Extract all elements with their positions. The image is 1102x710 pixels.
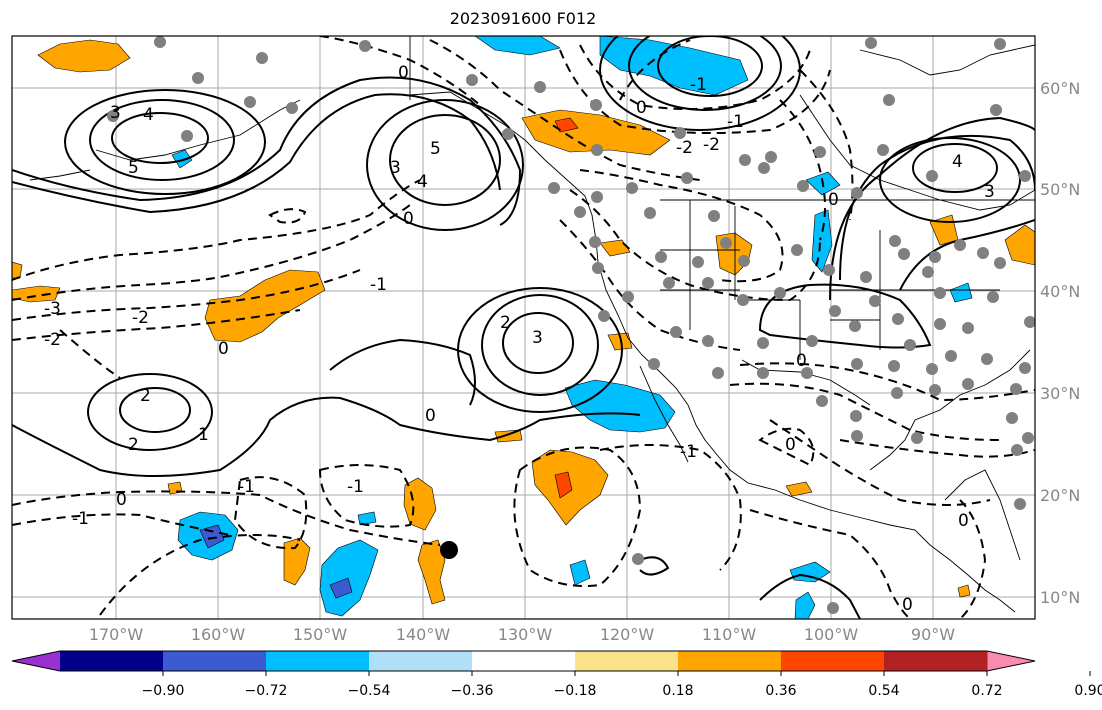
- svg-text:10°N: 10°N: [1040, 588, 1080, 607]
- svg-text:-1: -1: [347, 477, 364, 497]
- svg-text:-3: -3: [44, 299, 61, 319]
- storm-center-marker: [440, 541, 458, 559]
- svg-text:-1: -1: [370, 275, 387, 295]
- station-dots: [107, 36, 1035, 614]
- longitude-labels: 170°W 160°W 150°W 140°W 130°W 120°W 110°…: [89, 625, 955, 644]
- colorbar-cell: [678, 651, 782, 671]
- svg-text:5: 5: [430, 139, 441, 159]
- svg-text:0: 0: [425, 406, 436, 426]
- map-title: 2023091600 F012: [449, 9, 597, 28]
- svg-text:170°W: 170°W: [89, 625, 144, 644]
- svg-text:0: 0: [828, 190, 839, 210]
- colorbar-cell: [266, 651, 370, 671]
- colorbar: −0.90 −0.72 −0.54 −0.36 −0.18 0.18 0.36 0.54 0.7…: [11, 650, 1102, 699]
- colorbar-cell: [575, 651, 679, 671]
- svg-text:-1: -1: [727, 112, 744, 132]
- svg-text:2: 2: [128, 435, 139, 455]
- dashed-contours: [12, 36, 1035, 619]
- svg-text:4: 4: [417, 172, 428, 192]
- colorbar-cell: [163, 651, 267, 671]
- svg-text:90°W: 90°W: [911, 625, 955, 644]
- colorbar-tick-label: 0.72: [971, 683, 1002, 699]
- contour-labels: 3 4 5 5 4 3 0 0 -3 -2 -2 0 -1 3 2 2 2 1 …: [44, 63, 995, 615]
- svg-text:150°W: 150°W: [293, 625, 348, 644]
- svg-text:-2: -2: [132, 308, 149, 328]
- colorbar-cell: [884, 651, 988, 671]
- map-plot-area: 3 4 5 5 4 3 0 0 -3 -2 -2 0 -1 3 2 2 2 1 …: [12, 36, 1035, 619]
- svg-text:0: 0: [116, 490, 127, 510]
- svg-text:-2: -2: [676, 138, 693, 158]
- svg-text:100°W: 100°W: [804, 625, 859, 644]
- svg-text:2: 2: [500, 313, 511, 333]
- colorbar-tick-label: 0.36: [765, 683, 796, 699]
- svg-text:4: 4: [952, 152, 963, 172]
- colorbar-extend-low: [12, 651, 60, 671]
- colorbar-extend-high: [987, 651, 1035, 671]
- svg-text:5: 5: [128, 158, 139, 178]
- colorbar-tick-label: −0.72: [245, 683, 288, 699]
- svg-text:110°W: 110°W: [702, 625, 757, 644]
- colorbar-cell: [472, 651, 576, 671]
- svg-text:50°N: 50°N: [1040, 180, 1080, 199]
- graticule: [12, 36, 1035, 619]
- colorbar-cell: [781, 651, 885, 671]
- colorbar-tick-label: −0.36: [451, 683, 494, 699]
- svg-text:0: 0: [398, 63, 409, 83]
- svg-text:1: 1: [198, 425, 209, 445]
- svg-text:-1: -1: [680, 442, 697, 462]
- svg-text:20°N: 20°N: [1040, 486, 1080, 505]
- svg-text:60°N: 60°N: [1040, 79, 1080, 98]
- colorbar-tick-label: 0.54: [868, 683, 899, 699]
- svg-text:4: 4: [143, 105, 154, 125]
- svg-text:0: 0: [785, 435, 796, 455]
- colorbar-tick-label: −0.18: [554, 683, 597, 699]
- latitude-labels: 60°N 50°N 40°N 30°N 20°N 10°N: [1040, 79, 1080, 607]
- svg-text:-1: -1: [72, 509, 89, 529]
- svg-text:3: 3: [984, 182, 995, 202]
- svg-text:3: 3: [110, 103, 121, 123]
- colorbar-tick-label: −0.54: [348, 683, 391, 699]
- svg-text:40°N: 40°N: [1040, 282, 1080, 301]
- colorbar-cell: [369, 651, 473, 671]
- coastlines: [29, 36, 1035, 613]
- svg-text:160°W: 160°W: [191, 625, 246, 644]
- svg-text:-1: -1: [690, 75, 707, 95]
- svg-text:30°N: 30°N: [1040, 384, 1080, 403]
- svg-text:3: 3: [390, 158, 401, 178]
- svg-text:0: 0: [958, 511, 969, 531]
- colorbar-tick-label: 0.18: [662, 683, 693, 699]
- colorbar-tick-label: −0.90: [142, 683, 185, 699]
- svg-text:0: 0: [636, 98, 647, 118]
- svg-text:3: 3: [532, 328, 543, 348]
- svg-text:-2: -2: [44, 330, 61, 350]
- svg-text:0: 0: [796, 351, 807, 371]
- svg-text:-2: -2: [703, 135, 720, 155]
- svg-text:130°W: 130°W: [498, 625, 553, 644]
- colorbar-cell: [60, 651, 164, 671]
- svg-text:140°W: 140°W: [396, 625, 451, 644]
- solid-contours: [12, 36, 1035, 619]
- svg-text:120°W: 120°W: [600, 625, 655, 644]
- svg-text:0: 0: [218, 339, 229, 359]
- svg-text:-1: -1: [238, 477, 255, 497]
- svg-text:0: 0: [403, 209, 414, 229]
- colorbar-tick-label: 0.90: [1074, 683, 1102, 699]
- map-frame: [11, 35, 1036, 620]
- svg-text:0: 0: [902, 595, 913, 615]
- svg-text:2: 2: [140, 386, 151, 406]
